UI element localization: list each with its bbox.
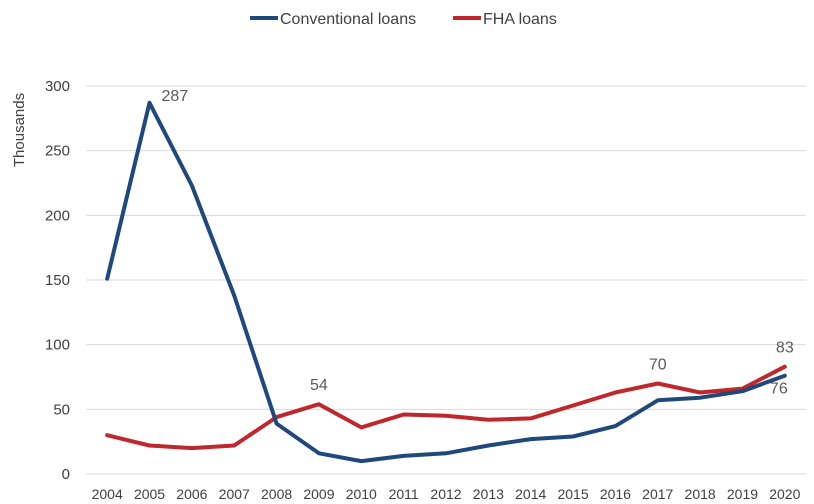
legend-label-conventional: Conventional loans: [280, 11, 416, 28]
x-tick-label: 2015: [557, 486, 588, 502]
x-tick-label: 2020: [769, 486, 800, 502]
series-line-conventional: [105, 100, 787, 464]
x-tick-label: 2016: [600, 486, 631, 502]
x-tick-label: 2018: [685, 486, 716, 502]
y-axis-title: Thousands: [11, 93, 28, 167]
x-tick-label: 2005: [134, 486, 165, 502]
y-tick-label: 150: [45, 272, 70, 289]
legend: Conventional loans FHA loans: [250, 11, 557, 28]
series-line-fha: [105, 364, 787, 451]
x-tick-label: 2006: [176, 486, 207, 502]
data-label: 70: [649, 356, 667, 373]
y-axis-ticks: 0 50 100 150 200 250 300: [45, 78, 70, 483]
data-label: 76: [770, 381, 788, 398]
y-tick-label: 200: [45, 207, 70, 224]
gridlines: [86, 85, 806, 475]
data-label: 83: [776, 340, 794, 357]
series-lines: [105, 100, 787, 464]
x-tick-label: 2008: [261, 486, 292, 502]
data-labels: 287 54 70 83 76: [162, 88, 794, 398]
y-tick-label: 300: [45, 78, 70, 95]
legend-label-fha: FHA loans: [483, 11, 557, 28]
x-tick-label: 2019: [727, 486, 758, 502]
y-tick-label: 100: [45, 337, 70, 354]
x-tick-label: 2007: [219, 486, 250, 502]
x-axis-ticks: 2004 2005 2006 2007 2008 2009 2010 2011 2012 2013…: [92, 486, 801, 502]
x-tick-label: 2013: [473, 486, 504, 502]
x-tick-label: 2009: [303, 486, 334, 502]
y-tick-label: 250: [45, 143, 70, 160]
x-tick-label: 2010: [346, 486, 377, 502]
x-tick-label: 2014: [515, 486, 546, 502]
data-label: 54: [310, 377, 328, 394]
x-tick-label: 2017: [642, 486, 673, 502]
x-tick-label: 2004: [92, 486, 123, 502]
x-tick-label: 2012: [430, 486, 461, 502]
y-tick-label: 0: [62, 466, 70, 483]
data-label: 287: [162, 88, 189, 105]
x-tick-label: 2011: [389, 486, 419, 502]
y-tick-label: 50: [53, 401, 70, 418]
